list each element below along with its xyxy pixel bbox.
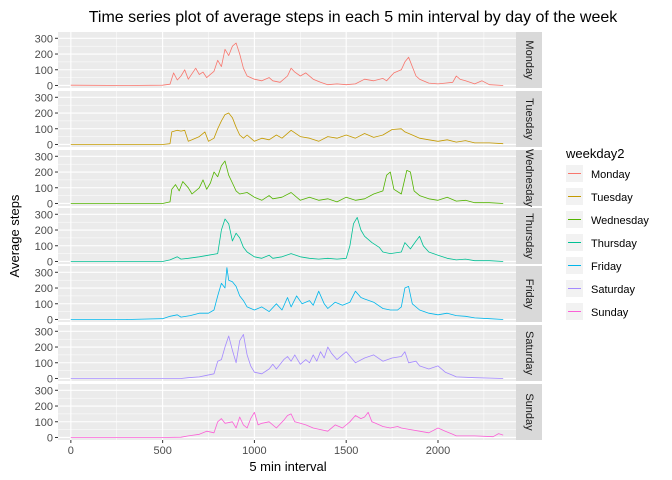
- panel-sunday: 0 100 200 300 Sunday: [35, 384, 542, 444]
- y-tick-label: 100: [35, 124, 53, 136]
- facet-strip: [516, 91, 542, 147]
- series-line-wednesday: [70, 160, 504, 204]
- facet-strip: [516, 150, 542, 206]
- facet-strip-label: Friday: [523, 279, 535, 310]
- x-tick-label: 1500: [334, 445, 358, 457]
- series-line-monday: [70, 42, 504, 86]
- facet-strip: [516, 325, 542, 381]
- series-line-friday: [70, 267, 504, 320]
- x-tick-label: 2000: [426, 445, 450, 457]
- y-tick-label: 100: [35, 299, 53, 311]
- panel-background: [58, 150, 516, 206]
- series-line-saturday: [70, 334, 504, 379]
- panel-wednesday: 0 100 200 300 Wednesday: [35, 149, 542, 210]
- panel-background: [58, 266, 516, 322]
- y-tick-label: 0: [47, 80, 53, 92]
- panel-tuesday: 0 100 200 300 Tuesday: [35, 91, 542, 151]
- series-line-sunday: [70, 411, 504, 438]
- y-tick-label: 0: [47, 256, 53, 268]
- y-tick-label: 200: [35, 401, 53, 413]
- facet-strip: [516, 208, 542, 264]
- y-tick-label: 200: [35, 342, 53, 354]
- y-tick-label: 0: [47, 432, 53, 444]
- legend-label-monday: Monday: [591, 169, 631, 181]
- y-tick-label: 200: [35, 49, 53, 61]
- facet-strip-label: Wednesday: [523, 149, 535, 207]
- y-tick-label: 300: [35, 33, 53, 45]
- panel-background: [58, 32, 516, 88]
- panel-friday: 0 100 200 300 Friday: [35, 266, 542, 326]
- y-tick-label: 100: [35, 65, 53, 77]
- facet-strip-label: Sunday: [523, 393, 535, 431]
- facet-strip-label: Monday: [523, 40, 535, 80]
- legend-label-saturday: Saturday: [591, 284, 636, 296]
- y-tick-label: 0: [47, 198, 53, 210]
- panel-background: [58, 384, 516, 440]
- y-tick-label: 300: [35, 326, 53, 338]
- y-tick-label: 200: [35, 225, 53, 237]
- y-tick-label: 200: [35, 108, 53, 120]
- y-tick-label: 300: [35, 209, 53, 221]
- series-line-thursday: [70, 217, 504, 262]
- facet-strip-label: Thursday: [523, 213, 535, 259]
- facet-panels: 0 100 200 300 Monday 0 100 200 300 Tuesday 0 100 200…: [35, 32, 542, 444]
- y-tick-label: 300: [35, 385, 53, 397]
- legend: weekday2 Monday Tuesday Wednesday Thursday F…: [565, 146, 649, 320]
- y-tick-label: 200: [35, 167, 53, 179]
- x-tick-label: 500: [153, 445, 171, 457]
- facet-strip: [516, 266, 542, 322]
- facet-strip: [516, 384, 542, 440]
- y-tick-label: 0: [47, 373, 53, 385]
- y-tick-label: 300: [35, 267, 53, 279]
- legend-label-thursday: Thursday: [591, 238, 637, 250]
- y-tick-label: 300: [35, 92, 53, 104]
- x-tick-label: 1000: [242, 445, 266, 457]
- legend-label-tuesday: Tuesday: [591, 192, 633, 204]
- panel-monday: 0 100 200 300 Monday: [35, 32, 542, 92]
- y-axis-title: Average steps: [7, 194, 22, 277]
- panel-background: [58, 91, 516, 147]
- x-axis-title: 5 min interval: [249, 459, 326, 474]
- legend-label-friday: Friday: [591, 261, 622, 273]
- facet-strip-label: Tuesday: [523, 98, 535, 140]
- x-axis: 0 500 1000 1500 2000: [68, 440, 450, 457]
- y-tick-label: 100: [35, 241, 53, 253]
- x-tick-label: 0: [68, 445, 74, 457]
- y-tick-label: 100: [35, 183, 53, 195]
- legend-title: weekday2: [565, 146, 625, 161]
- panel-thursday: 0 100 200 300 Thursday: [35, 208, 542, 268]
- y-tick-label: 300: [35, 151, 53, 163]
- facet-strip-label: Saturday: [523, 331, 535, 376]
- facet-strip: [516, 32, 542, 88]
- panel-background: [58, 325, 516, 381]
- y-tick-label: 200: [35, 283, 53, 295]
- legend-label-wednesday: Wednesday: [591, 215, 649, 227]
- y-tick-label: 100: [35, 358, 53, 370]
- chart-title: Time series plot of average steps in eac…: [89, 9, 619, 26]
- y-tick-label: 100: [35, 417, 53, 429]
- panel-saturday: 0 100 200 300 Saturday: [35, 325, 542, 385]
- legend-label-sunday: Sunday: [591, 307, 629, 319]
- y-tick-label: 0: [47, 314, 53, 326]
- y-tick-label: 0: [47, 139, 53, 151]
- series-line-tuesday: [70, 112, 504, 145]
- panel-background: [58, 208, 516, 264]
